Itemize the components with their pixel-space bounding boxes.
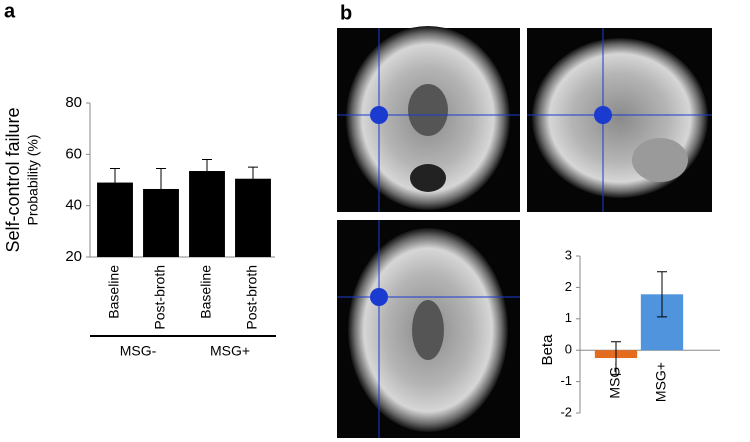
y-tick-label: 0 — [565, 342, 572, 357]
error-bar — [611, 341, 621, 375]
bar — [189, 171, 225, 257]
y-axis-sublabel: Probability (%) — [25, 134, 41, 225]
error-bar — [110, 167, 120, 183]
panel-label: b — [340, 2, 352, 24]
y-tick-label: -2 — [560, 404, 572, 419]
y-tick-label: 60 — [65, 145, 82, 162]
panel-label: a — [4, 0, 16, 22]
y-tick-label: 3 — [565, 247, 572, 262]
group-label: MSG+ — [210, 343, 250, 359]
x-tick-label: Post-broth — [244, 265, 260, 330]
x-tick-label: Baseline — [198, 265, 214, 319]
bar — [143, 188, 179, 257]
y-tick-label: -1 — [560, 373, 572, 388]
y-axis-label: Self-control failure — [3, 107, 23, 252]
y-axis-label: Beta — [539, 334, 556, 366]
error-bar — [202, 158, 212, 172]
error-bar — [248, 166, 258, 179]
bar — [97, 182, 133, 257]
x-tick-label: Baseline — [106, 265, 122, 319]
brain-images — [337, 26, 712, 438]
bar — [235, 178, 271, 257]
y-tick-label: 80 — [65, 94, 82, 111]
x-tick-label: MSG+ — [653, 362, 669, 402]
x-tick-label: Post-broth — [152, 265, 168, 330]
y-tick-label: 2 — [565, 279, 572, 294]
group-label: MSG- — [120, 343, 157, 359]
y-tick-label: 1 — [565, 310, 572, 325]
error-bar — [657, 271, 667, 318]
y-tick-label: 20 — [65, 248, 82, 265]
y-tick-label: 40 — [65, 197, 82, 214]
error-bar — [156, 167, 166, 189]
x-tick-label: MSG- — [607, 362, 623, 399]
